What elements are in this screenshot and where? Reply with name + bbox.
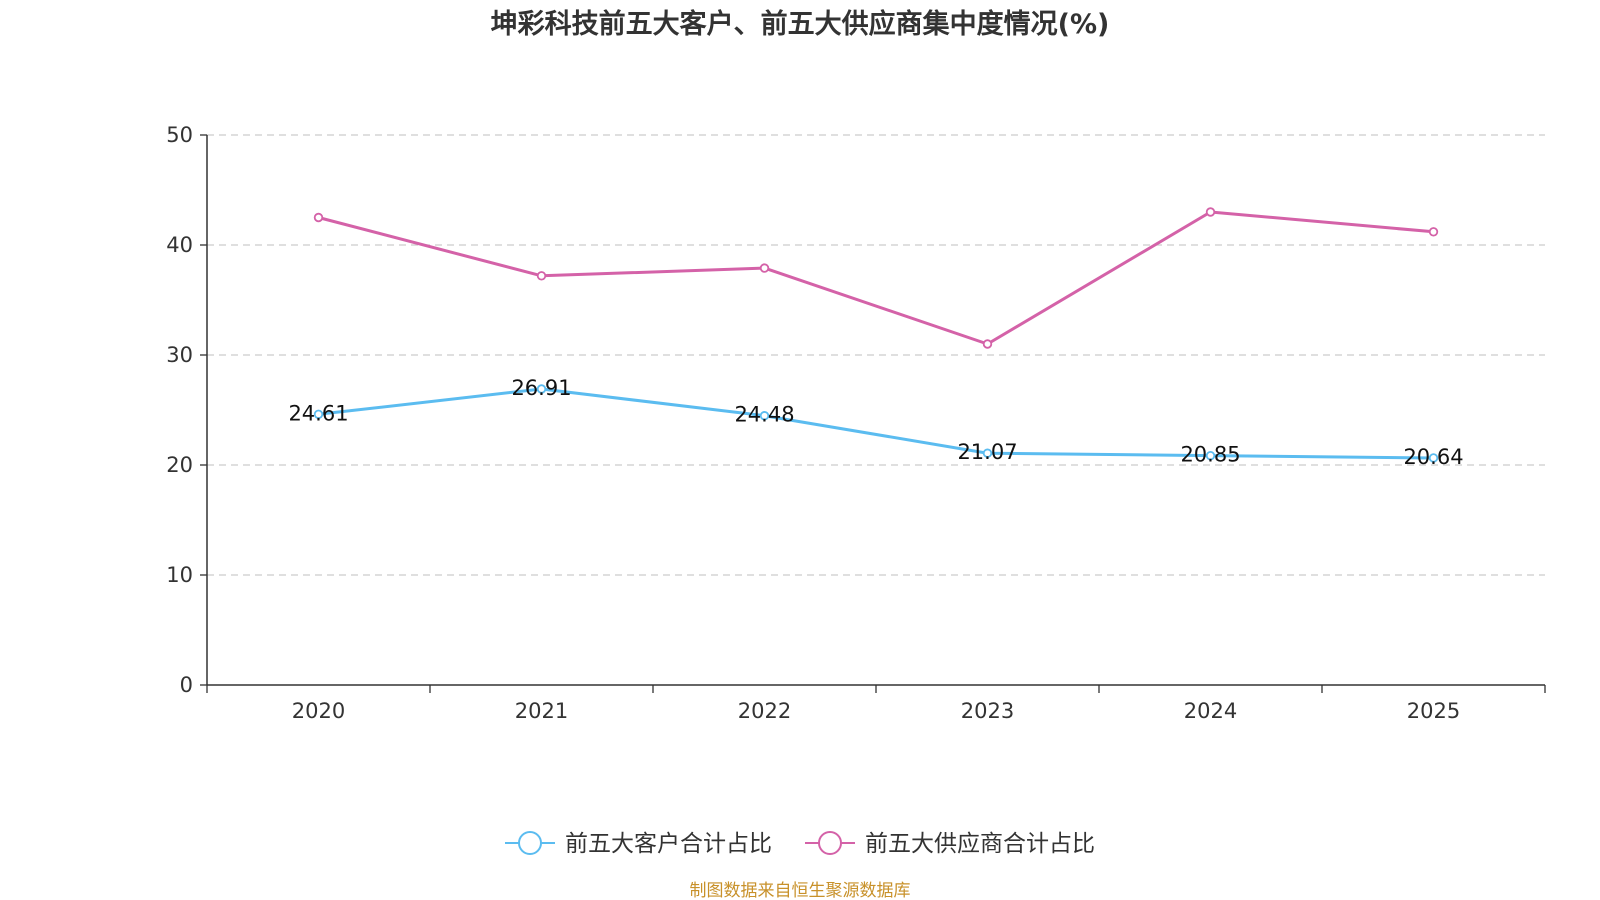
series-0-point-2022 xyxy=(759,411,770,421)
data-label-2023: 21.07 xyxy=(957,440,1017,464)
x-tick-label-2020: 2020 xyxy=(292,699,345,723)
chart-title: 坤彩科技前五大客户、前五大供应商集中度情况(%) xyxy=(491,8,1110,40)
series-1-point-2020 xyxy=(313,212,324,223)
x-tick-label-2021: 2021 xyxy=(515,699,568,723)
series-0-point-2024 xyxy=(1205,450,1216,461)
data-label-2025: 20.64 xyxy=(1403,445,1463,469)
series-1-point-2022 xyxy=(759,263,770,273)
series-line-1 xyxy=(318,210,1434,346)
legend-marker-0 xyxy=(518,831,542,855)
y-tick-label-20: 20 xyxy=(166,453,193,477)
legend-item-0: 前五大客户合计占比 xyxy=(505,831,772,857)
series-layer xyxy=(313,207,1439,463)
y-tick-label-0: 0 xyxy=(180,673,193,697)
y-tick-label-30: 30 xyxy=(166,343,193,367)
series-1-point-2021 xyxy=(536,271,547,281)
grid-lines xyxy=(207,134,1545,576)
series-line-0 xyxy=(318,387,1434,460)
y-tick-label-10: 10 xyxy=(166,563,193,587)
legend-item-1: 前五大供应商合计占比 xyxy=(805,831,1095,857)
legend-label-1: 前五大供应商合计占比 xyxy=(865,831,1095,857)
data-labels: 24.61 26.91 24.48 21.07 20.85 20.64 xyxy=(288,376,1463,469)
series-0-point-2025 xyxy=(1428,453,1439,463)
legend: 前五大客户合计占比 前五大供应商合计占比 xyxy=(505,831,1095,857)
series-1-point-2025 xyxy=(1428,227,1439,237)
axes: 0 10 20 30 40 50 2020 2021 2022 2023 2024 2025 xyxy=(166,123,1546,723)
x-tick-label-2025: 2025 xyxy=(1407,699,1460,723)
x-tick-label-2023: 2023 xyxy=(961,699,1014,723)
data-label-2021: 26.91 xyxy=(511,376,571,400)
legend-label-0: 前五大客户合计占比 xyxy=(565,831,772,857)
y-tick-label-50: 50 xyxy=(166,123,193,147)
series-1-point-2023 xyxy=(982,339,993,349)
x-tick-label-2022: 2022 xyxy=(738,699,791,723)
data-label-2022: 24.48 xyxy=(734,403,794,427)
x-tick-label-2024: 2024 xyxy=(1184,699,1237,723)
series-0-point-2020 xyxy=(313,409,324,419)
data-label-2024: 20.85 xyxy=(1180,443,1240,467)
series-0-point-2021 xyxy=(536,384,547,394)
source-note: 制图数据来自恒生聚源数据库 xyxy=(690,881,911,900)
series-1-point-2024 xyxy=(1205,207,1216,217)
legend-marker-1 xyxy=(818,831,842,855)
data-label-2020: 24.61 xyxy=(288,401,348,425)
y-tick-label-40: 40 xyxy=(166,233,193,257)
series-0-point-2023 xyxy=(982,448,993,458)
